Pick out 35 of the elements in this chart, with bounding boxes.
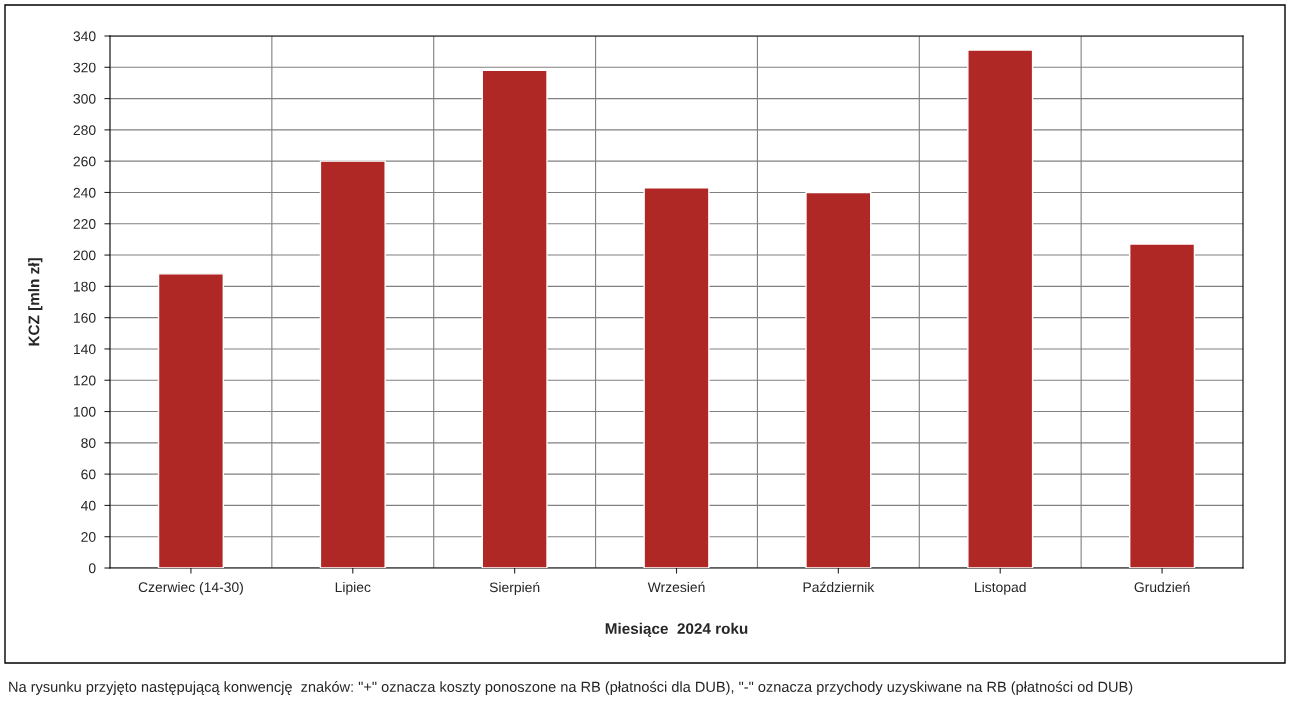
y-tick-label: 320 <box>73 62 96 73</box>
y-tick-label: 0 <box>88 563 96 574</box>
y-tick-label: 280 <box>73 125 96 136</box>
bar <box>967 49 1034 568</box>
x-tick-label: Listopad <box>975 581 1026 595</box>
y-tick-label: 20 <box>81 532 96 542</box>
y-tick-label: 100 <box>74 406 96 417</box>
y-tick-label: 40 <box>80 500 96 511</box>
x-tick-label: Grudzień <box>1134 581 1190 593</box>
bar <box>157 273 224 568</box>
x-axis-title: Miesiące 2024 roku <box>605 622 748 638</box>
text: Na rysunku przyjęto następującą konwencję znaków: "+" oznacza koszty ponoszone na RB (płatności dla DUB), "-" oznacza przychody uzyskiwane na RB (płatności od DUB) <box>9 681 1133 695</box>
y-tick-label: 180 <box>74 281 96 292</box>
y-axis-title: KCZ [mln zł] <box>28 258 43 346</box>
bar <box>643 187 710 568</box>
y-tick-label: 300 <box>73 93 96 104</box>
y-tick-label: 60 <box>81 469 96 480</box>
y-tick-label: 260 <box>73 156 96 167</box>
y-tick-label: 160 <box>74 312 96 323</box>
bar <box>1129 243 1196 568</box>
x-tick-label: Sierpień <box>489 581 540 595</box>
y-tick-label: 340 <box>73 31 96 42</box>
y-tick-label: 220 <box>73 219 96 229</box>
y-tick-label: 140 <box>74 344 96 355</box>
bar <box>805 191 872 568</box>
y-tick-label: 200 <box>73 250 96 261</box>
y-tick-label: 120 <box>74 375 96 386</box>
bar <box>481 69 548 568</box>
x-tick-label: Wrzesień <box>647 581 705 593</box>
x-tick-label: Lipiec <box>335 581 371 595</box>
x-tick-label: Czerwiec (14-30) <box>138 581 243 595</box>
y-tick-label: 80 <box>81 438 96 448</box>
bar <box>319 160 386 568</box>
y-tick-label: 240 <box>73 187 96 198</box>
x-tick-label: Październik <box>803 581 875 593</box>
